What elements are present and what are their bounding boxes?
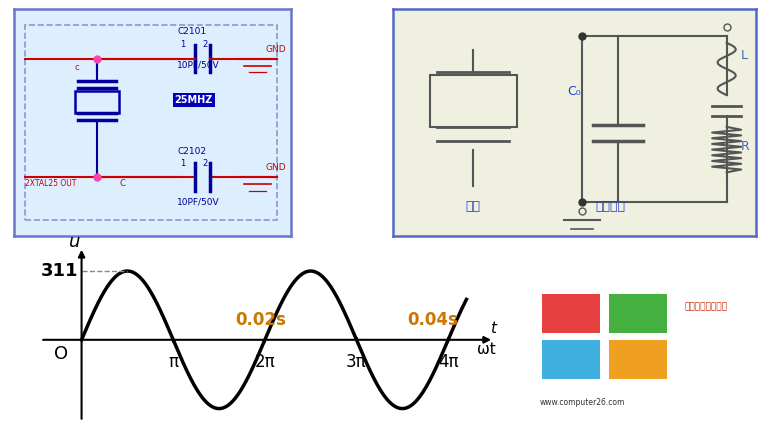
Text: 10PF/50V: 10PF/50V [177, 61, 220, 70]
Text: 3π: 3π [346, 353, 367, 371]
Text: 2: 2 [202, 40, 207, 49]
Text: 25MHZ: 25MHZ [174, 95, 213, 104]
Text: u: u [69, 233, 80, 251]
Text: 0.02s: 0.02s [235, 312, 287, 329]
Text: 2π: 2π [255, 353, 275, 371]
Text: GND: GND [266, 163, 287, 172]
FancyBboxPatch shape [609, 294, 667, 333]
Text: 等效电路: 等效电路 [596, 200, 626, 213]
Text: L: L [741, 49, 748, 62]
FancyBboxPatch shape [542, 294, 600, 333]
Text: 2: 2 [202, 159, 207, 167]
FancyBboxPatch shape [542, 340, 600, 379]
FancyBboxPatch shape [430, 75, 516, 127]
Text: R: R [741, 140, 750, 153]
Text: C: C [119, 179, 125, 188]
Text: www.computer26.com: www.computer26.com [540, 398, 625, 407]
Text: O: O [54, 345, 69, 363]
Text: π: π [168, 353, 178, 371]
Text: C₀: C₀ [568, 85, 581, 98]
Text: 311: 311 [41, 262, 79, 280]
Text: 电脑软硬件教程网: 电脑软硬件教程网 [684, 303, 728, 312]
Text: 1: 1 [180, 159, 185, 167]
Text: 4π: 4π [438, 353, 459, 371]
Text: c: c [75, 63, 79, 72]
Text: 10PF/50V: 10PF/50V [177, 197, 220, 206]
Text: ωt: ωt [478, 342, 496, 357]
FancyBboxPatch shape [609, 340, 667, 379]
Text: 符号: 符号 [466, 200, 481, 213]
Text: GND: GND [266, 45, 287, 54]
FancyBboxPatch shape [75, 90, 119, 113]
Text: C2101: C2101 [177, 27, 206, 36]
Text: 2XTAL25 OUT: 2XTAL25 OUT [25, 179, 76, 188]
Text: 1: 1 [180, 40, 185, 49]
Text: 0.04s: 0.04s [407, 312, 458, 329]
Text: t: t [490, 321, 496, 336]
Text: C2102: C2102 [177, 147, 206, 156]
